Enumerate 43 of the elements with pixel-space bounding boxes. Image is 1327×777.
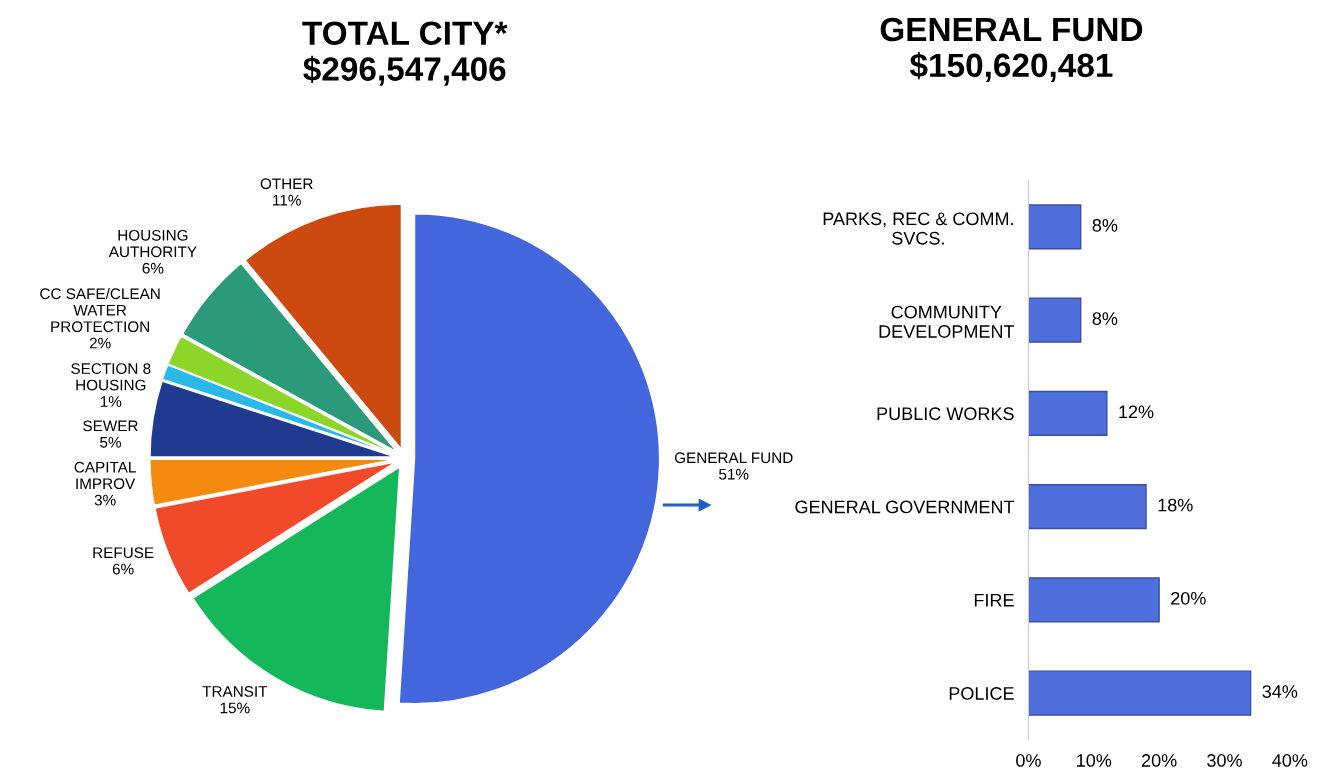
y-tick-label: GENERAL GOVERNMENT: [795, 500, 1015, 514]
data-label: 18%: [1158, 498, 1193, 512]
slice-label: CC SAFE/CLEAN WATER PROTECTION: [40, 287, 160, 333]
data-label: 8%: [1092, 218, 1118, 232]
slice-label: SEWER: [83, 420, 138, 432]
bar: [1028, 297, 1082, 343]
slice-label: CAPITAL IMPROV: [74, 461, 136, 490]
bar: [1028, 670, 1252, 716]
data-label: 1%: [100, 396, 122, 407]
data-label: 12%: [1119, 405, 1154, 419]
data-label: 51%: [719, 468, 749, 480]
x-tick-label: 30%: [1207, 754, 1242, 767]
slice-label: HOUSING AUTHORITY: [108, 229, 197, 258]
x-tick-label: 10%: [1077, 754, 1112, 767]
slice-label: GENERAL FUND: [674, 452, 793, 464]
data-label: 20%: [1171, 591, 1206, 605]
y-tick-label: POLICE: [949, 687, 1014, 700]
slice-label: REFUSE: [93, 547, 154, 559]
slice-label: SECTION 8 HOUSING: [71, 363, 151, 391]
y-tick-label: FIRE: [974, 593, 1014, 607]
chart-title: GENERAL FUND $150,620,481: [880, 17, 1143, 82]
data-label: 6%: [142, 262, 164, 274]
data-label: 3%: [94, 494, 116, 506]
data-label: 11%: [273, 194, 301, 206]
chart-title: TOTAL CITY* $296,547,406: [302, 21, 508, 86]
data-label: 2%: [89, 337, 111, 349]
bar: [1028, 390, 1108, 436]
bar: [1028, 483, 1147, 530]
bar: [1028, 577, 1160, 623]
y-tick-label: COMMUNITY DEVELOPMENT: [879, 305, 1015, 338]
y-tick-label: PUBLIC WORKS: [877, 407, 1014, 421]
x-tick-label: 0%: [1016, 754, 1041, 767]
data-label: 6%: [112, 563, 134, 575]
slice-label: TRANSIT: [202, 686, 268, 697]
x-tick-label: 40%: [1272, 754, 1308, 767]
data-label: 5%: [100, 436, 121, 448]
y-tick-label: PARKS, REC & COMM. SVCS.: [823, 212, 1013, 245]
data-label: 8%: [1092, 312, 1118, 325]
x-tick-label: 20%: [1141, 754, 1177, 767]
bar: [1028, 204, 1082, 250]
slice-label: OTHER: [260, 178, 313, 190]
data-label: 34%: [1262, 685, 1298, 698]
data-label: 15%: [220, 702, 250, 714]
